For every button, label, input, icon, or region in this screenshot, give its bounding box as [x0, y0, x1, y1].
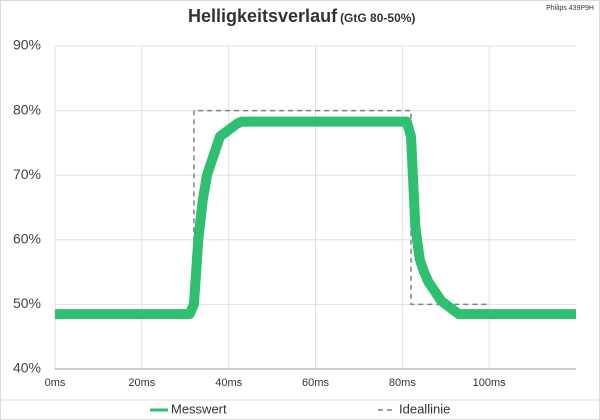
- ideal-line: [193, 109, 490, 306]
- chart-subtitle: (GtG 80-50%): [340, 11, 415, 25]
- measured-line: [54, 116, 577, 320]
- legend-label: Messwert: [171, 401, 227, 416]
- annotation: Philips 439P9H: [546, 5, 594, 12]
- x-tick-label: 40ms: [215, 377, 242, 389]
- x-tick-label: 100ms: [473, 377, 507, 389]
- y-tick-label: 60%: [13, 231, 41, 247]
- y-tick-label: 40%: [13, 360, 41, 376]
- y-tick-label: 80%: [13, 101, 41, 117]
- x-tick-label: 20ms: [128, 377, 155, 389]
- y-tick-label: 90%: [13, 37, 41, 53]
- legend-label: Ideallinie: [399, 401, 450, 416]
- y-tick-label: 50%: [13, 295, 41, 311]
- x-tick-label: 60ms: [302, 377, 329, 389]
- y-tick-label: 70%: [13, 166, 41, 182]
- chart-title: Helligkeitsverlauf: [188, 6, 338, 26]
- x-tick-label: 0ms: [45, 377, 66, 389]
- x-tick-label: 80ms: [389, 377, 416, 389]
